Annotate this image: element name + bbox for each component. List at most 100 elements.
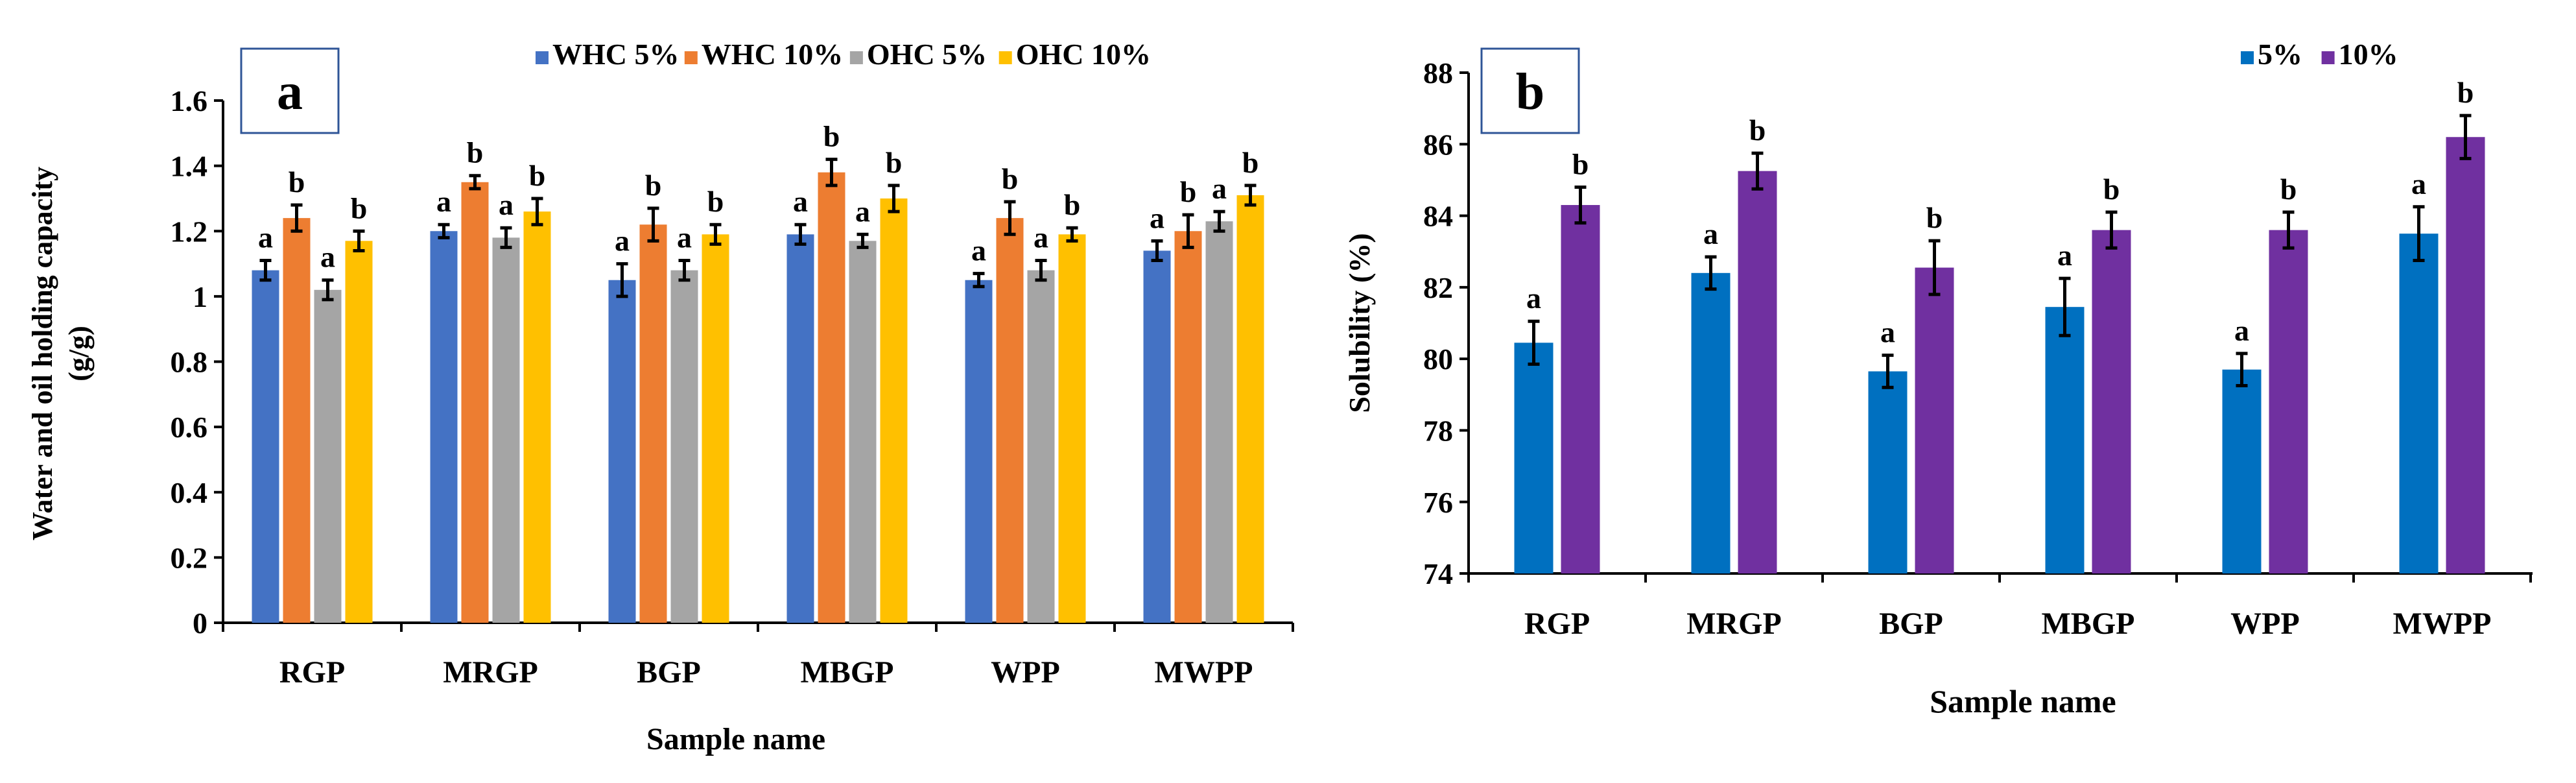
bar	[1236, 195, 1264, 623]
significance-letter: b	[529, 159, 546, 192]
significance-letter: a	[2411, 167, 2426, 200]
significance-letter: a	[258, 221, 273, 254]
y-tick-label: 86	[1423, 128, 1453, 161]
y-tick-label: 82	[1423, 271, 1453, 304]
bar	[252, 270, 279, 623]
significance-letter: a	[615, 224, 630, 258]
x-tick-label: MRGP	[1686, 607, 1782, 641]
legend-swatch	[536, 51, 549, 64]
bar	[2092, 230, 2131, 574]
bar	[283, 218, 311, 623]
y-tick-label: 1.2	[171, 215, 208, 248]
y-tick-label: 1.4	[171, 150, 208, 183]
significance-letter: a	[1880, 316, 1895, 349]
y-tick-label: 0.2	[171, 541, 208, 574]
y-tick-label: 0.4	[171, 476, 208, 509]
significance-letter: b	[707, 185, 724, 218]
bar	[1174, 231, 1202, 623]
x-tick-label: MBGP	[2042, 607, 2135, 641]
x-tick-label: WPP	[2230, 607, 2300, 641]
y-axis-title: Water and oil holding capacity (g/g)	[27, 167, 95, 540]
panel-label-box	[240, 47, 340, 134]
significance-letter: b	[2103, 173, 2120, 206]
bar	[818, 172, 845, 623]
legend-label: 5%	[2258, 38, 2302, 71]
significance-letter: b	[351, 191, 368, 224]
y-tick-label: 80	[1423, 343, 1453, 376]
y-tick-label: 78	[1423, 415, 1453, 448]
panel-label: a	[277, 64, 303, 121]
x-tick-label: RGP	[279, 655, 345, 690]
legend-swatch	[998, 51, 1012, 64]
x-tick-label: MWPP	[2393, 607, 2492, 641]
bar	[996, 218, 1024, 623]
bar	[702, 234, 729, 623]
significance-letter: a	[499, 188, 514, 221]
x-tick-label: WPP	[991, 655, 1060, 690]
y-axis-title: Solubility (%)	[1343, 233, 1376, 413]
x-tick-label: MRGP	[443, 655, 538, 690]
legend-swatch	[2241, 51, 2254, 64]
y-tick-label: 0.6	[171, 411, 208, 444]
significance-letter: b	[289, 165, 305, 199]
significance-letter: b	[2457, 76, 2474, 109]
legend-label: 10%	[2339, 38, 2398, 71]
y-tick-label: 76	[1423, 486, 1453, 519]
significance-letter: b	[886, 146, 903, 179]
x-axis-title: Sample name	[1930, 683, 2116, 719]
bar	[2446, 137, 2485, 573]
panel-b-chart: b 74 76 78 80 82 84 86 88 RGP MRGP BGP MBGP WPP MWPP a a…	[1343, 38, 2533, 719]
bar	[965, 280, 993, 623]
significance-letter: a	[2234, 314, 2249, 347]
bar	[1205, 221, 1233, 623]
significance-letter: a	[1212, 172, 1227, 205]
bar	[608, 280, 636, 623]
significance-letter: a	[1150, 201, 1164, 234]
significance-letter: a	[971, 234, 986, 267]
legend-label: OHC 5%	[867, 38, 987, 71]
bar	[880, 198, 908, 623]
panel-label-box	[1480, 47, 1580, 134]
significance-letter: a	[855, 195, 870, 228]
bar	[314, 289, 342, 623]
bar	[2399, 234, 2439, 574]
panel-a-chart: a 0 0.2 0.4 0.6 0.8 1 1.2 1.4 1.6 RGP MRGP BGP MBGP WP…	[27, 38, 1294, 756]
bar	[2222, 369, 2262, 573]
bar	[1514, 343, 1554, 573]
legend-label: WHC 10%	[702, 38, 844, 71]
x-tick-label: MBGP	[801, 655, 894, 690]
significance-letter: b	[1064, 188, 1081, 221]
significance-letter: a	[436, 185, 451, 218]
bar	[1561, 205, 1600, 573]
bar	[2045, 307, 2085, 573]
bar	[492, 237, 520, 623]
bar	[670, 270, 698, 623]
significance-letter: b	[1572, 147, 1589, 180]
bar	[1143, 250, 1171, 623]
significance-letter: a	[677, 221, 692, 254]
bar	[639, 224, 667, 623]
significance-letter: b	[467, 136, 484, 169]
y-tick-label: 74	[1423, 557, 1453, 590]
y-tick-label: 88	[1423, 56, 1453, 90]
y-axis-title-line: Water and oil holding capacity	[27, 167, 58, 540]
x-tick-label: MWPP	[1155, 655, 1253, 690]
significance-letter: b	[1926, 201, 1943, 234]
y-tick-label: 84	[1423, 200, 1453, 233]
significance-letter: b	[1002, 162, 1019, 195]
y-tick-label: 1.6	[171, 84, 208, 117]
significance-letter: a	[320, 241, 335, 274]
legend-swatch	[684, 51, 698, 64]
bar	[1738, 171, 1777, 574]
bar	[1027, 270, 1055, 623]
significance-letter: a	[2057, 239, 2072, 272]
significance-letter: b	[1180, 175, 1197, 208]
bar	[2269, 230, 2308, 574]
y-axis-title-line: (g/g)	[63, 326, 95, 381]
significance-letter: b	[1242, 146, 1259, 179]
bar	[786, 234, 814, 623]
significance-letter: b	[645, 169, 662, 202]
y-axis-title-line: Solubility (%)	[1343, 233, 1376, 413]
bar	[1691, 272, 1731, 573]
